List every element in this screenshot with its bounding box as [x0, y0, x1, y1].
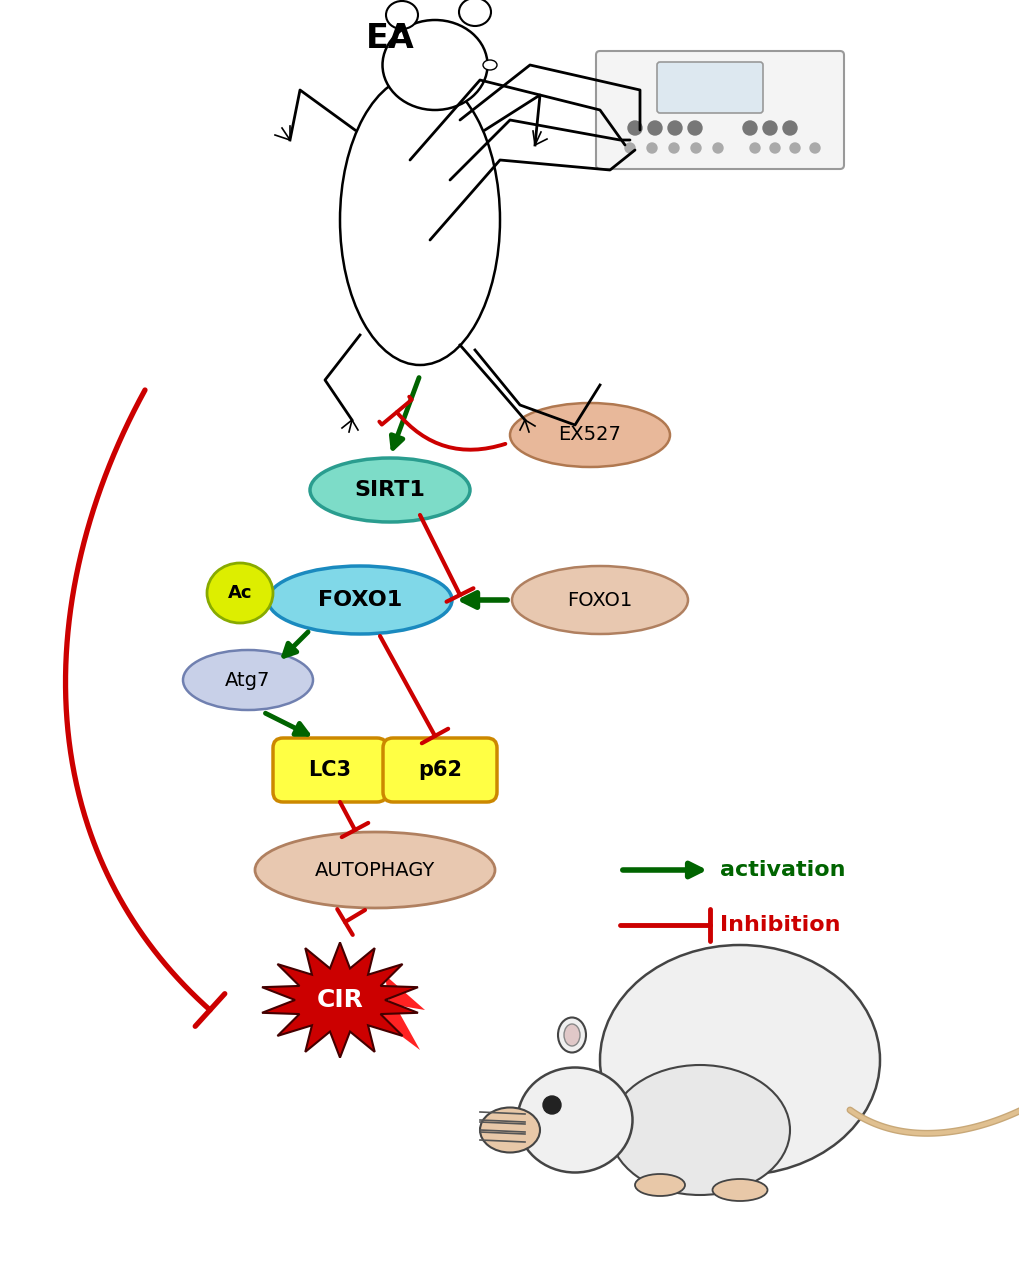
Ellipse shape	[310, 458, 470, 523]
Text: Atg7: Atg7	[225, 671, 270, 690]
Ellipse shape	[268, 566, 451, 634]
Text: EX527: EX527	[558, 426, 621, 444]
Ellipse shape	[712, 1179, 766, 1201]
Ellipse shape	[510, 403, 669, 467]
Circle shape	[542, 1097, 560, 1115]
Text: activation: activation	[719, 860, 845, 880]
Text: SIRT1: SIRT1	[355, 480, 425, 501]
FancyBboxPatch shape	[273, 737, 386, 802]
Ellipse shape	[339, 75, 499, 366]
Ellipse shape	[512, 566, 688, 634]
Polygon shape	[262, 942, 418, 1058]
Text: AUTOPHAGY: AUTOPHAGY	[315, 861, 435, 879]
Text: FOXO1: FOXO1	[318, 589, 401, 610]
Circle shape	[668, 143, 679, 153]
Text: Ac: Ac	[227, 584, 252, 602]
Circle shape	[790, 143, 799, 153]
Text: CIR: CIR	[316, 988, 363, 1012]
Circle shape	[809, 143, 819, 153]
Ellipse shape	[599, 945, 879, 1175]
Text: p62: p62	[418, 761, 462, 780]
Ellipse shape	[255, 831, 494, 909]
Circle shape	[762, 121, 776, 135]
Ellipse shape	[207, 562, 273, 623]
Ellipse shape	[385, 1, 418, 30]
Circle shape	[647, 121, 661, 135]
Circle shape	[625, 143, 635, 153]
Ellipse shape	[635, 1174, 685, 1196]
Circle shape	[646, 143, 656, 153]
Circle shape	[783, 121, 796, 135]
Circle shape	[690, 143, 700, 153]
Polygon shape	[360, 976, 425, 1050]
Ellipse shape	[609, 1066, 790, 1196]
Text: EA: EA	[365, 22, 414, 54]
Ellipse shape	[517, 1067, 632, 1172]
Circle shape	[749, 143, 759, 153]
FancyBboxPatch shape	[382, 737, 496, 802]
Ellipse shape	[564, 1024, 580, 1046]
Ellipse shape	[557, 1018, 586, 1053]
Text: FOXO1: FOXO1	[567, 591, 632, 610]
Circle shape	[769, 143, 780, 153]
Ellipse shape	[459, 0, 490, 26]
Text: LC3: LC3	[308, 761, 352, 780]
Circle shape	[712, 143, 722, 153]
Ellipse shape	[382, 21, 487, 109]
Circle shape	[742, 121, 756, 135]
FancyBboxPatch shape	[595, 51, 843, 169]
Circle shape	[667, 121, 682, 135]
Ellipse shape	[483, 60, 496, 69]
Ellipse shape	[182, 650, 313, 710]
Ellipse shape	[480, 1108, 539, 1152]
Text: Inhibition: Inhibition	[719, 915, 840, 934]
FancyBboxPatch shape	[656, 62, 762, 113]
Circle shape	[628, 121, 641, 135]
Circle shape	[688, 121, 701, 135]
